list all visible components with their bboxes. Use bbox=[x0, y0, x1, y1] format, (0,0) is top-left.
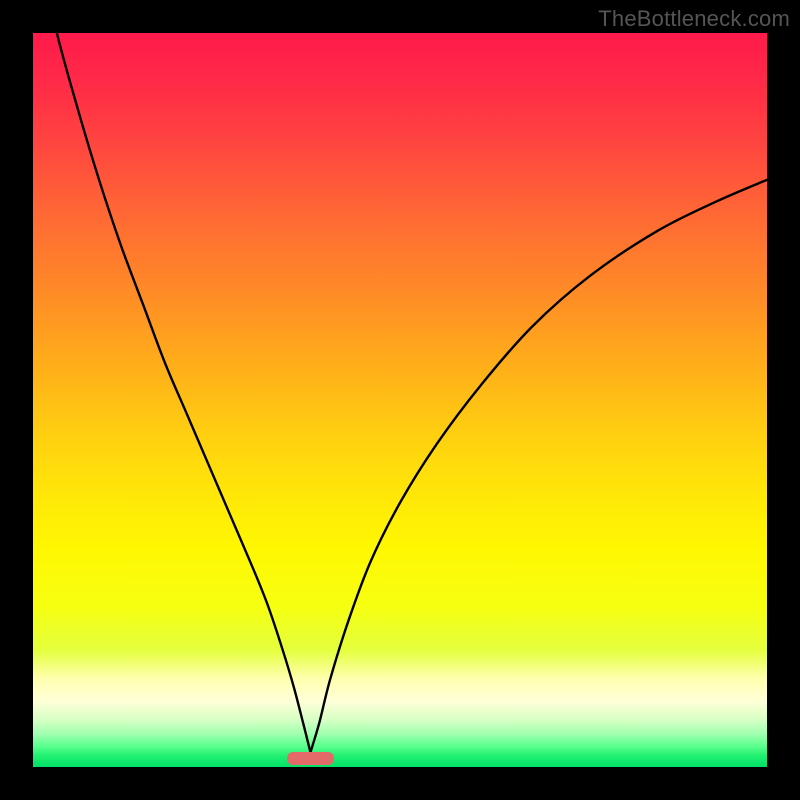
watermark-text: TheBottleneck.com bbox=[598, 6, 790, 32]
chart-canvas bbox=[33, 33, 767, 767]
bottleneck-marker bbox=[287, 752, 335, 765]
chart-plot-area bbox=[33, 33, 767, 767]
